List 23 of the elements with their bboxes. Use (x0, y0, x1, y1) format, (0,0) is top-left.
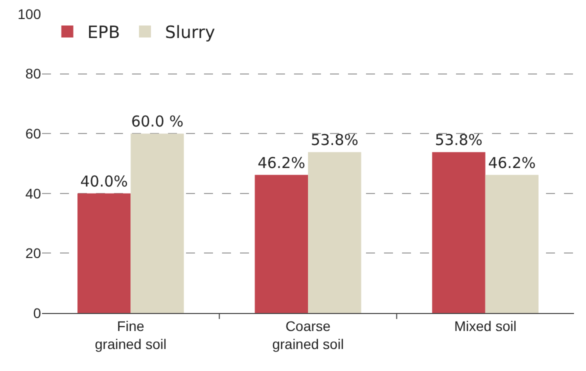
y-tick-label: 80 (25, 66, 42, 82)
y-tick-label: 40 (25, 185, 42, 202)
legend-label: EPB (87, 23, 120, 44)
data-label: 40.0% (80, 172, 128, 190)
bar (485, 174, 539, 313)
bar (308, 152, 362, 313)
y-tick-label: 20 (25, 245, 42, 262)
y-tick-label: 0 (33, 304, 42, 321)
bar (77, 193, 131, 313)
bar (432, 152, 486, 313)
data-label: 53.8% (310, 131, 358, 150)
data-label: 46.2% (258, 154, 306, 172)
bar (254, 174, 308, 313)
legend-label: Slurry (164, 23, 216, 44)
x-tick-label: Fine grained soil (94, 318, 166, 352)
y-tick-label: 60 (25, 126, 42, 142)
data-label: 46.2% (488, 154, 536, 172)
data-label: 53.8% (434, 131, 483, 150)
x-tick-label: Coarse grained soil (272, 318, 344, 352)
bar (130, 134, 184, 313)
x-tick-label: Mixed soil (454, 318, 516, 334)
y-tick-label: 100 (18, 6, 42, 22)
data-label: 60.0 % (131, 112, 184, 131)
